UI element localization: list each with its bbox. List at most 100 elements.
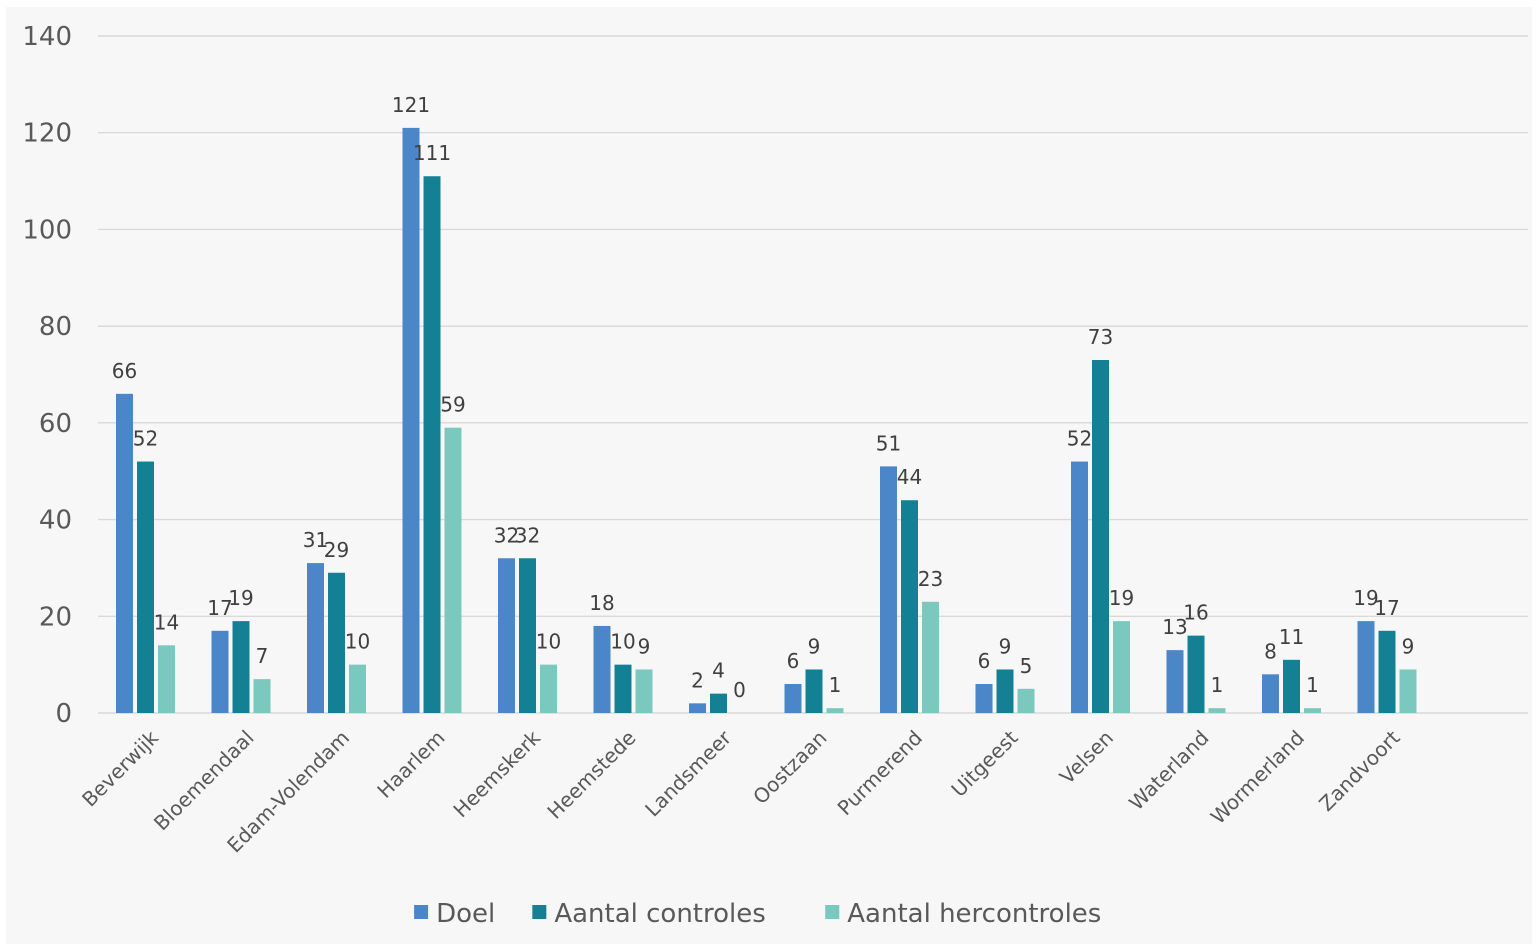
data-label: 73 <box>1088 325 1113 349</box>
bar <box>211 630 229 713</box>
bar <box>1357 621 1375 713</box>
bar <box>635 669 653 713</box>
data-label: 17 <box>1374 596 1399 620</box>
y-tick-label: 40 <box>39 506 72 536</box>
x-tick-label: Zandvoort <box>1314 725 1404 815</box>
bar <box>689 703 706 713</box>
bar <box>1399 669 1417 713</box>
data-label: 1 <box>1306 673 1319 697</box>
bar <box>402 127 420 714</box>
bar <box>614 664 632 713</box>
legend-label: Aantal hercontroles <box>847 899 1101 929</box>
data-label: 66 <box>112 359 137 383</box>
data-label: 19 <box>1353 586 1378 610</box>
bar <box>1071 461 1088 713</box>
data-label: 59 <box>440 393 465 417</box>
bar <box>1187 635 1205 713</box>
data-label: 9 <box>638 634 651 658</box>
y-tick-label: 80 <box>39 312 72 342</box>
data-label: 52 <box>1067 427 1092 451</box>
bar <box>423 176 441 713</box>
data-label: 111 <box>413 141 451 165</box>
bar <box>444 427 462 713</box>
data-label: 19 <box>1109 586 1134 610</box>
legend-label: Doel <box>436 899 495 929</box>
bar <box>922 601 939 713</box>
x-tick-label: Landsmeer <box>640 725 736 821</box>
chart-area: 0 20 40 60 80 100 120 140 66 52 14 17 19 7 31 29 10 121 1… <box>6 7 1532 944</box>
y-tick-label: 20 <box>39 602 72 632</box>
bar <box>1092 359 1109 713</box>
bar <box>1262 674 1279 713</box>
data-label: 16 <box>1183 601 1208 625</box>
bar <box>328 572 345 713</box>
bar <box>1378 630 1396 713</box>
data-label: 10 <box>345 630 370 654</box>
data-label: 31 <box>303 528 328 552</box>
legend: Doel Aantal controles Aantal hercontroles <box>414 899 1101 929</box>
data-label: 23 <box>918 567 943 591</box>
bars <box>116 127 1417 714</box>
data-label: 52 <box>133 427 158 451</box>
data-label: 51 <box>876 431 901 455</box>
bar <box>349 664 366 713</box>
data-label: 17 <box>207 596 232 620</box>
legend-swatch <box>825 905 840 919</box>
bar <box>901 500 918 713</box>
x-tick-label: Heemstede <box>542 726 640 824</box>
bar <box>996 669 1014 713</box>
bar <box>975 683 993 713</box>
bar <box>826 708 844 713</box>
x-tick-label: Heemskerk <box>448 725 545 822</box>
bar <box>253 679 271 713</box>
x-tick-label: Haarlem <box>372 726 449 803</box>
y-tick-label: 0 <box>55 699 72 729</box>
y-tick-label: 60 <box>39 409 72 439</box>
data-label: 11 <box>1279 625 1304 649</box>
legend-label: Aantal controles <box>554 899 765 929</box>
bar <box>540 664 557 713</box>
bar <box>784 683 802 713</box>
data-label: 29 <box>324 538 349 562</box>
bar <box>710 693 727 713</box>
data-label: 4 <box>712 659 725 683</box>
data-label: 18 <box>589 591 614 615</box>
y-axis-ticks: 0 20 40 60 80 100 120 140 <box>22 22 72 729</box>
data-label: 32 <box>494 523 519 547</box>
data-label: 6 <box>787 649 800 673</box>
bar <box>805 669 823 713</box>
bar <box>232 621 250 713</box>
data-label: 5 <box>1020 654 1033 678</box>
data-label: 9 <box>999 634 1012 658</box>
x-tick-label: Velsen <box>1055 726 1118 789</box>
data-label: 19 <box>228 586 253 610</box>
bar <box>593 625 611 713</box>
x-tick-label: Uitgeest <box>946 725 1022 801</box>
x-tick-label: Beverwijk <box>77 725 163 811</box>
x-tick-label: Wormerland <box>1206 726 1309 829</box>
x-tick-label: Oostzaan <box>748 726 831 809</box>
data-label: 44 <box>897 465 922 489</box>
x-tick-label: Waterland <box>1124 726 1213 815</box>
bar <box>307 563 324 713</box>
legend-swatch <box>414 905 429 919</box>
bar <box>1017 688 1035 713</box>
data-label: 6 <box>978 649 991 673</box>
bar <box>116 393 133 713</box>
x-tick-label: Bloemendaal <box>149 726 259 836</box>
data-label: 2 <box>691 668 704 692</box>
data-label: 14 <box>154 610 179 634</box>
data-label: 0 <box>733 678 746 702</box>
data-label: 10 <box>536 630 561 654</box>
data-label: 7 <box>256 644 269 668</box>
bar <box>1113 621 1130 713</box>
bar <box>1283 659 1300 713</box>
data-label: 32 <box>515 523 540 547</box>
data-label: 1 <box>1211 673 1224 697</box>
y-tick-label: 140 <box>22 22 72 52</box>
bar <box>519 558 536 713</box>
bar <box>498 558 515 713</box>
